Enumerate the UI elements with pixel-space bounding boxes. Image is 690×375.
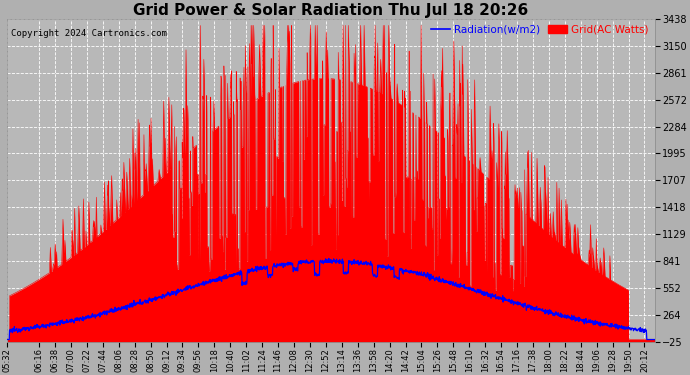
Title: Grid Power & Solar Radiation Thu Jul 18 20:26: Grid Power & Solar Radiation Thu Jul 18 … (133, 3, 529, 18)
Text: Copyright 2024 Cartronics.com: Copyright 2024 Cartronics.com (10, 28, 166, 38)
Legend: Radiation(w/m2), Grid(AC Watts): Radiation(w/m2), Grid(AC Watts) (427, 21, 653, 39)
